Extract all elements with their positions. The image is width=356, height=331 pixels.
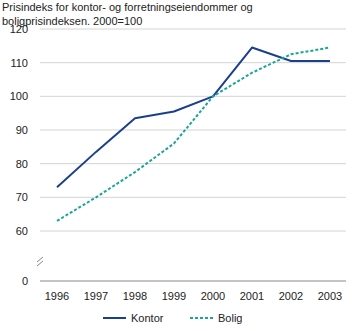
grid-line bbox=[40, 96, 346, 97]
x-tick-label: 1998 bbox=[123, 290, 147, 302]
y-tick-label: 70 bbox=[16, 191, 28, 203]
y-tick-label: 90 bbox=[16, 124, 28, 136]
grid-line bbox=[40, 62, 346, 63]
grid-line bbox=[40, 130, 346, 131]
legend-swatch bbox=[190, 317, 213, 319]
x-tick-label: 1997 bbox=[84, 290, 108, 302]
series-line bbox=[57, 48, 330, 188]
title: Prisindeks for kontor- og forretningseie… bbox=[2, 1, 253, 27]
grid-line bbox=[40, 29, 346, 30]
x-tick-label: 1999 bbox=[162, 290, 186, 302]
title-line: Prisindeks for kontor- og forretningseie… bbox=[2, 1, 253, 13]
legend-swatch bbox=[103, 317, 126, 319]
grid-line bbox=[40, 281, 346, 282]
x-tick-label: 1996 bbox=[45, 290, 69, 302]
y-tick-label: 100 bbox=[10, 90, 28, 102]
y-tick-label: 60 bbox=[16, 225, 28, 237]
legend-label: Bolig bbox=[218, 312, 242, 324]
x-tick-label: 2002 bbox=[279, 290, 303, 302]
chart: Prisindeks for kontor- og forretningseie… bbox=[0, 0, 356, 331]
y-tick-label: 0 bbox=[22, 275, 28, 287]
x-tick-label: 2000 bbox=[201, 290, 225, 302]
grid-line bbox=[40, 231, 346, 232]
x-tick-label: 2001 bbox=[240, 290, 264, 302]
grid-line bbox=[40, 197, 346, 198]
series-line bbox=[57, 48, 330, 221]
axis-break bbox=[37, 261, 43, 266]
x-tick-label: 2003 bbox=[318, 290, 342, 302]
plot-area bbox=[57, 48, 330, 221]
axis-break-bg bbox=[37, 258, 45, 266]
y-tick-label: 120 bbox=[10, 23, 28, 35]
y-tick-label: 80 bbox=[16, 158, 28, 170]
y-tick-label: 110 bbox=[10, 57, 28, 69]
grid-line bbox=[40, 163, 346, 164]
legend-label: Kontor bbox=[131, 312, 164, 324]
